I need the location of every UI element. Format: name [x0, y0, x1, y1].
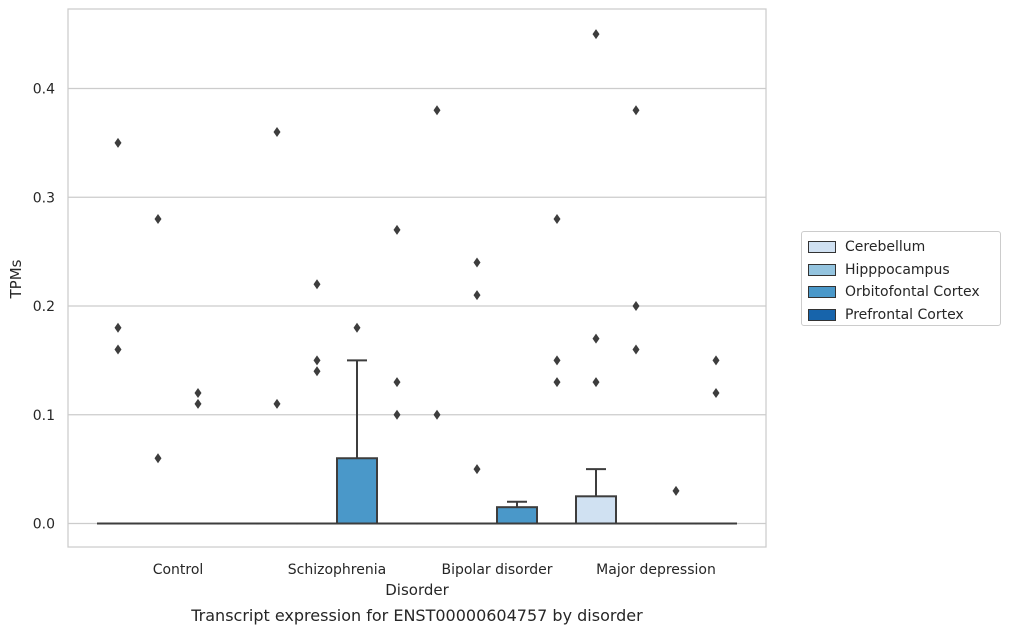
box-group — [496, 500, 538, 525]
legend-swatch-cerebellum — [808, 241, 836, 254]
outlier-point — [553, 355, 561, 366]
outlier-point — [313, 355, 321, 366]
y-tick-label: 0.1 — [33, 408, 55, 424]
outlier-point — [592, 333, 600, 344]
outlier-point — [393, 409, 401, 420]
chart-caption: Transcript expression for ENST0000060475… — [191, 606, 643, 625]
outlier-point — [632, 301, 640, 311]
box-group — [296, 279, 338, 525]
outlier-point — [592, 29, 600, 40]
legend-label-prefrontal: Prefrontal Cortex — [845, 307, 964, 324]
boxes-layer — [97, 29, 737, 525]
box — [575, 495, 617, 525]
box-group — [256, 127, 298, 525]
legend-swatch-prefrontal — [808, 309, 836, 322]
outlier-point — [672, 485, 680, 496]
outlier-point — [632, 344, 640, 355]
plot-area-frame — [67, 8, 767, 548]
box-group — [456, 257, 498, 525]
outlier-point — [353, 322, 361, 333]
y-tick-label: 0.0 — [33, 517, 55, 533]
outlier-point — [114, 322, 122, 333]
y-tick-label: 0.4 — [33, 82, 55, 98]
x-tick-labels: Control Schizophrenia Bipolar disorder Majo… — [153, 562, 716, 578]
outlier-point — [194, 398, 202, 409]
legend-swatch-orbitofrontal — [808, 286, 836, 299]
outlier-point — [473, 464, 481, 475]
outlier-point — [273, 398, 281, 409]
box-group — [615, 105, 657, 525]
box-group — [376, 224, 418, 525]
box-group — [655, 485, 697, 525]
outlier-point — [313, 366, 321, 377]
box-group — [695, 355, 737, 525]
box-group — [336, 322, 378, 525]
legend-label-cerebellum: Cerebellum — [845, 239, 926, 256]
outlier-point — [393, 377, 401, 388]
legend-swatch-hippocampus — [808, 263, 836, 276]
legend-item-prefrontal: Prefrontal Cortex — [808, 304, 1000, 327]
box-group — [177, 388, 219, 525]
outlier-point — [553, 377, 561, 388]
box — [496, 506, 538, 525]
y-axis-label: TPMs — [7, 259, 25, 299]
outlier-point — [393, 224, 401, 235]
legend-item-hippocampus: Hipppocampus — [808, 259, 1000, 282]
outlier-point — [632, 105, 640, 116]
legend-item-orbitofrontal: Orbitofontal Cortex — [808, 281, 1000, 304]
box-group — [137, 214, 179, 525]
outlier-point — [712, 355, 720, 366]
box — [336, 457, 378, 525]
outlier-point — [154, 453, 162, 464]
outlier-point — [473, 290, 481, 301]
legend-item-cerebellum: Cerebellum — [808, 236, 1000, 259]
x-tick-label: Major depression — [596, 562, 716, 578]
outlier-point — [433, 105, 441, 116]
outlier-point — [154, 214, 162, 224]
box-group — [575, 29, 617, 525]
grid-lines — [68, 87, 766, 525]
y-tick-labels: 0.0 0.1 0.2 0.3 0.4 — [33, 82, 55, 533]
outlier-point — [114, 137, 122, 148]
outlier-point — [473, 257, 481, 268]
outlier-point — [273, 127, 281, 137]
outlier-point — [592, 377, 600, 388]
y-tick-label: 0.2 — [33, 299, 55, 315]
outlier-point — [433, 409, 441, 420]
box-group — [536, 214, 578, 525]
outlier-point — [712, 388, 720, 398]
y-tick-label: 0.3 — [33, 190, 55, 206]
outlier-point — [114, 344, 122, 355]
legend-label-orbitofrontal: Orbitofontal Cortex — [845, 284, 980, 301]
box-group — [97, 137, 139, 525]
x-tick-label: Bipolar disorder — [441, 562, 552, 578]
outlier-point — [313, 279, 321, 290]
x-tick-label: Schizophrenia — [288, 562, 386, 578]
legend: Cerebellum Hipppocampus Orbitofontal Cor… — [801, 231, 1001, 326]
legend-label-hippocampus: Hipppocampus — [845, 261, 950, 278]
outlier-point — [553, 214, 561, 224]
x-axis-label: Disorder — [385, 581, 449, 599]
box-group — [416, 105, 458, 525]
x-tick-label: Control — [153, 562, 204, 578]
outlier-point — [194, 388, 202, 398]
